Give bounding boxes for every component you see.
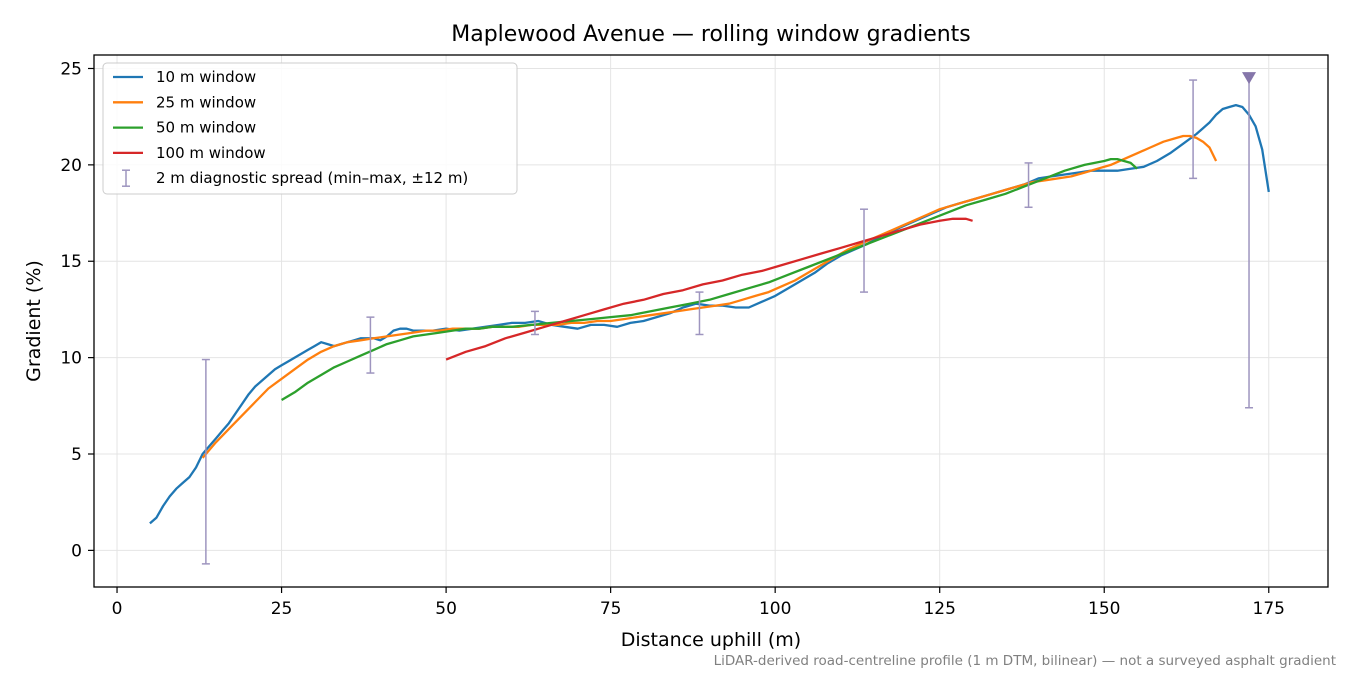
y-tick-label: 20 <box>60 156 82 176</box>
x-tick-label: 175 <box>1253 599 1285 619</box>
x-tick-label: 125 <box>923 599 955 619</box>
x-tick-label: 0 <box>112 599 123 619</box>
legend-item-errorbar: 2 m diagnostic spread (min–max, ±12 m) <box>122 169 468 187</box>
y-tick-label: 15 <box>60 252 82 272</box>
chart-title: Maplewood Avenue — rolling window gradie… <box>451 22 971 47</box>
y-tick-label: 25 <box>60 59 82 79</box>
legend-label: 10 m window <box>156 68 256 86</box>
legend-label: 50 m window <box>156 119 256 137</box>
x-tick-label: 50 <box>435 599 457 619</box>
x-tick-label: 25 <box>271 599 293 619</box>
legend-label: 100 m window <box>156 144 266 162</box>
footnote: LiDAR-derived road-centreline profile (1… <box>714 653 1336 669</box>
x-axis-label: Distance uphill (m) <box>621 629 801 651</box>
legend-label: 2 m diagnostic spread (min–max, ±12 m) <box>156 169 468 187</box>
y-tick-label: 0 <box>71 541 82 561</box>
legend-label: 25 m window <box>156 93 256 111</box>
y-axis-label: Gradient (%) <box>23 260 45 382</box>
legend: 10 m window 25 m window 50 m window 100 m w… <box>103 63 517 194</box>
x-tick-label: 75 <box>600 599 622 619</box>
x-tick-label: 100 <box>759 599 791 619</box>
y-tick-label: 5 <box>71 445 82 465</box>
x-tick-label: 150 <box>1088 599 1120 619</box>
y-tick-label: 10 <box>60 349 82 369</box>
